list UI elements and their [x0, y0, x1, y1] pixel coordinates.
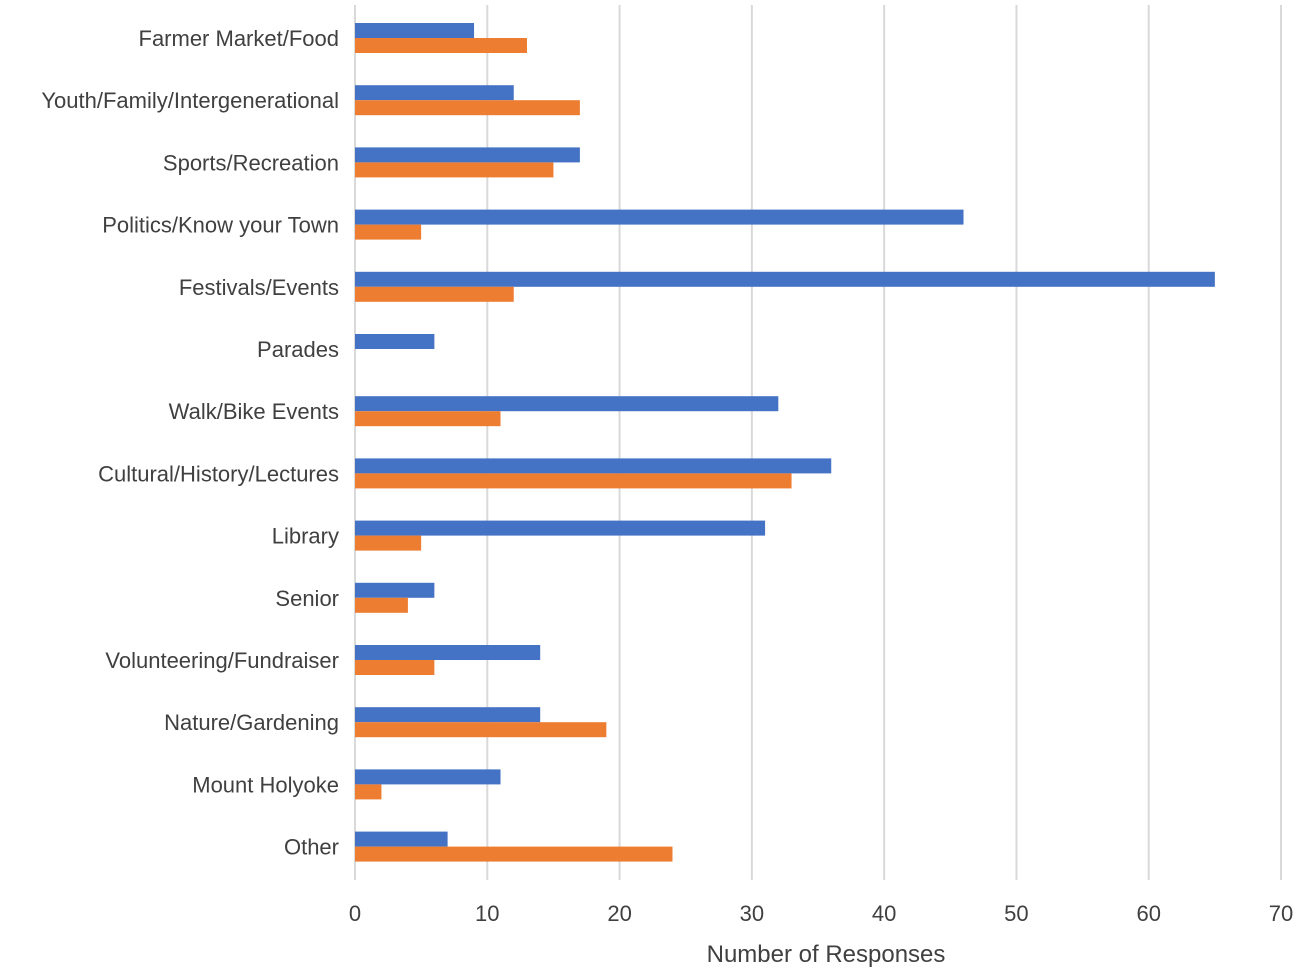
gridlines	[354, 5, 1282, 880]
x-tick-label: 0	[349, 901, 361, 926]
bar-series-2	[355, 660, 435, 675]
bar-series-2	[355, 722, 607, 738]
x-tick-label: 30	[740, 901, 764, 926]
category-label: Sports/Recreation	[163, 150, 339, 175]
bar-series-1	[355, 396, 779, 412]
category-label: Nature/Gardening	[164, 710, 339, 735]
x-tick-label: 10	[475, 901, 499, 926]
category-label: Other	[284, 835, 339, 860]
bar-series-1	[355, 23, 475, 38]
category-label: Walk/Bike Events	[169, 399, 339, 424]
bars	[355, 23, 1215, 862]
bar-series-1	[355, 769, 501, 785]
x-tick-label: 50	[1004, 901, 1028, 926]
category-labels: Farmer Market/Food Youth/Family/Intergene…	[41, 26, 339, 860]
x-tick-labels: 0 10 20 30 40 50 60 70	[349, 901, 1293, 926]
bar-series-2	[355, 784, 382, 800]
x-tick-label: 70	[1269, 901, 1293, 926]
bar-series-2	[355, 473, 792, 489]
bar-series-1	[355, 334, 435, 349]
x-tick-label: 60	[1136, 901, 1160, 926]
bar-series-1	[355, 831, 448, 847]
bar-series-2	[355, 846, 673, 862]
bar-series-2	[355, 597, 408, 613]
category-label: Youth/Family/Intergenerational	[41, 88, 339, 113]
category-label: Politics/Know your Town	[102, 213, 339, 238]
category-label: Cultural/History/Lectures	[98, 461, 339, 486]
bar-series-2	[355, 162, 554, 178]
bar-series-1	[355, 520, 766, 536]
x-tick-label: 40	[872, 901, 896, 926]
bar-series-1	[355, 209, 964, 225]
bar-series-2	[355, 411, 501, 427]
bar-series-2	[355, 224, 422, 240]
bar-series-1	[355, 582, 435, 598]
bar-series-2	[355, 535, 422, 551]
bar-series-2	[355, 286, 514, 302]
bar-series-1	[355, 458, 832, 474]
category-label: Library	[272, 524, 339, 549]
category-label: Parades	[257, 337, 339, 362]
category-label: Farmer Market/Food	[139, 26, 340, 51]
category-label: Senior	[275, 586, 339, 611]
category-label: Mount Holyoke	[192, 772, 339, 797]
bar-series-1	[355, 645, 541, 660]
category-label: Festivals/Events	[179, 275, 339, 300]
bar-series-1	[355, 85, 514, 101]
bar-series-1	[355, 707, 541, 723]
category-label: Volunteering/Fundraiser	[105, 648, 339, 673]
bar-series-2	[355, 100, 580, 116]
bar-series-1	[355, 271, 1215, 287]
x-tick-label: 20	[607, 901, 631, 926]
bar-series-2	[355, 38, 527, 53]
x-axis-title: Number of Responses	[707, 941, 946, 968]
bar-series-1	[355, 147, 580, 163]
